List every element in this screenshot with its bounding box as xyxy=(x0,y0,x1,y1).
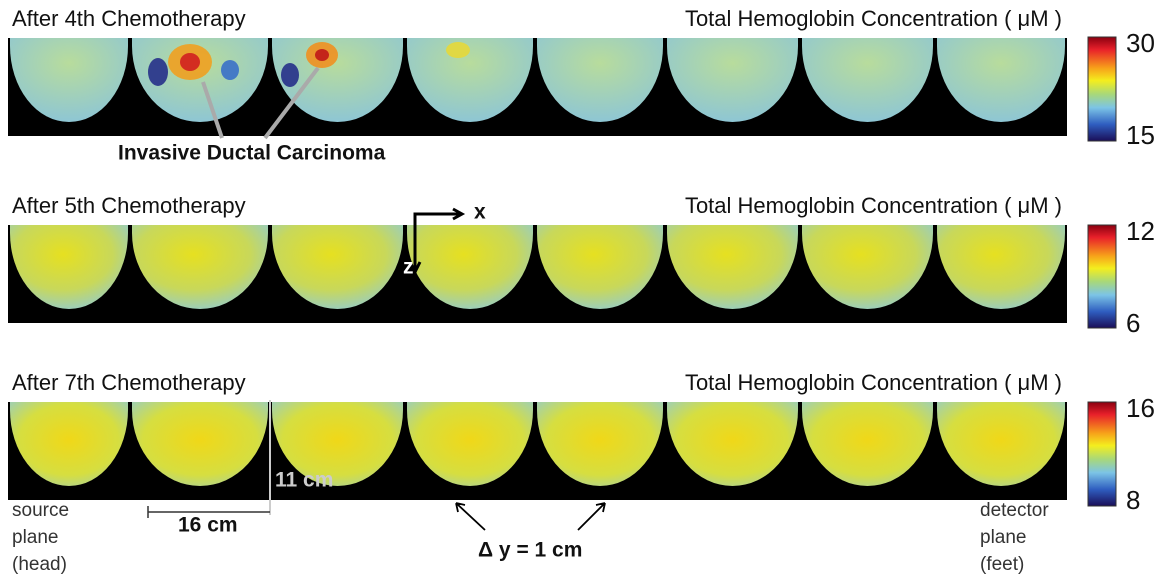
hot-spot xyxy=(281,63,299,87)
scale-max: 12 xyxy=(1126,216,1155,246)
panel-title: After 4th Chemotherapy xyxy=(12,6,246,31)
scale-min: 8 xyxy=(1126,485,1140,515)
axis-label: x xyxy=(474,201,486,224)
panel-title: After 5th Chemotherapy xyxy=(12,193,246,218)
hot-spot xyxy=(221,60,239,80)
figure: After 4th Chemotherapy Total Hemoglobin C… xyxy=(0,0,1162,577)
scale-max: 30 xyxy=(1126,28,1155,58)
plane-label: detector xyxy=(980,500,1049,521)
panel-measure: Total Hemoglobin Concentration ( μM ) xyxy=(685,6,1062,31)
colorbar xyxy=(1088,37,1116,141)
scale-min: 6 xyxy=(1126,308,1140,338)
annotation: 11 cm xyxy=(275,469,333,492)
hot-spot xyxy=(180,53,200,71)
scale-min: 15 xyxy=(1126,120,1155,150)
annotation: Δ y = 1 cm xyxy=(478,539,582,562)
plane-label: (feet) xyxy=(980,554,1024,575)
plane-label: (head) xyxy=(12,554,67,575)
axis-label: z xyxy=(403,256,414,279)
arrow xyxy=(456,503,605,530)
hot-spot xyxy=(148,58,168,86)
plane-label: source xyxy=(12,500,69,521)
annotation: 16 cm xyxy=(178,514,238,537)
hot-spot xyxy=(315,49,329,61)
hot-spot xyxy=(446,42,470,58)
annotation: Invasive Ductal Carcinoma xyxy=(118,142,386,165)
colorbars xyxy=(1088,37,1116,506)
colorbar xyxy=(1088,402,1116,506)
panel-measure: Total Hemoglobin Concentration ( μM ) xyxy=(685,370,1062,395)
panel-title: After 7th Chemotherapy xyxy=(12,370,246,395)
plane-label: plane xyxy=(980,527,1027,548)
panel-measure: Total Hemoglobin Concentration ( μM ) xyxy=(685,193,1062,218)
colorbar xyxy=(1088,225,1116,328)
plane-label: plane xyxy=(12,527,59,548)
scale-max: 16 xyxy=(1126,393,1155,423)
